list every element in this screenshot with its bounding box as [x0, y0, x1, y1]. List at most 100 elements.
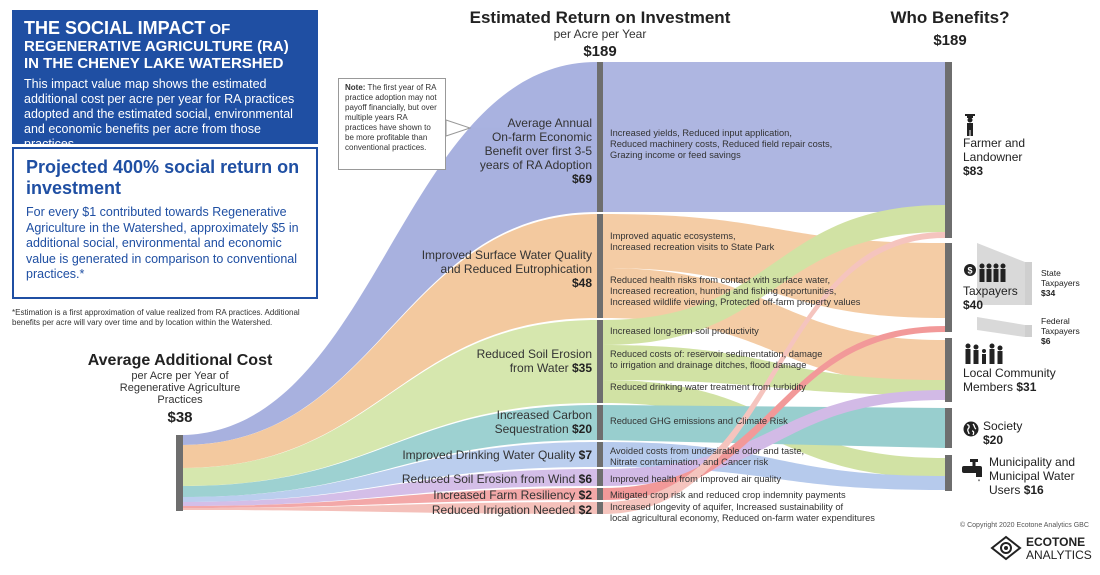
flow-onfarm-farmer: [603, 62, 945, 212]
cost-title: Average Additional Cost: [87, 352, 273, 369]
return-text: For every $1 contributed towards Regener…: [26, 205, 299, 281]
benefit-text: Increased recreation, hunting and fishin…: [610, 286, 837, 296]
roi-subtitle: per Acre per Year: [553, 27, 647, 41]
benefit-text: Increased wildlife viewing, Protected of…: [610, 297, 861, 307]
benefit-text: Grazing income or feed savings: [610, 150, 741, 160]
node-roi-surface: [597, 214, 603, 318]
category-onfarm-line3: Benefit over first 3-5: [484, 144, 592, 158]
benefits-onfarm: Increased yields, Reduced input applicat…: [610, 128, 832, 161]
category-carbon-line2: Sequestration: [494, 422, 569, 436]
benefit-text: Improved health from improved air qualit…: [610, 474, 782, 484]
benefits-soil-2: Reduced costs of: reservoir sedimentatio…: [610, 349, 822, 371]
federal-taxpayers: Federal Taxpayers $6: [1041, 316, 1080, 346]
intro-title-main: THE SOCIAL IMPACT: [24, 18, 206, 38]
category-surface-water: Improved Surface Water Quality and Reduc…: [380, 248, 592, 290]
category-onfarm-line4: years of RA Adoption: [479, 158, 592, 172]
benefit-text: Reduced machinery costs, Reduced field r…: [610, 139, 833, 149]
node-who-community: [945, 338, 952, 402]
benefit-flows: [603, 62, 945, 514]
taxpayers-icon: $: [964, 263, 1006, 282]
ecotone-logo-text: ECOTONE ANALYTICS: [1026, 536, 1092, 562]
state-taxpayers-value: $34: [1041, 288, 1056, 298]
node-who-municipal: [945, 455, 952, 491]
node-who-society: [945, 408, 952, 448]
beneficiary-taxpayers: Taxpayers $40: [963, 284, 1018, 312]
flow-irrigation-farmer: [603, 232, 945, 514]
category-soil-water-line2: from Water: [509, 361, 569, 375]
benefits-soil-1: Increased long-term soil productivity: [610, 326, 759, 337]
flow-soil-farmer: [603, 205, 945, 345]
beneficiary-taxpayers-line1: Taxpayers: [963, 284, 1018, 298]
category-irrigation-name: Reduced Irrigation Needed: [431, 503, 576, 517]
beneficiary-community-line1: Local Community: [963, 366, 1056, 380]
benefit-text: Improved aquatic ecosystems,: [610, 231, 736, 241]
category-wind-name: Reduced Soil Erosion from Wind: [401, 472, 576, 486]
category-drinking-name: Improved Drinking Water Quality: [402, 448, 576, 462]
footnote: *Estimation is a first approximation of …: [12, 308, 300, 327]
node-cost: [176, 435, 183, 511]
node-roi-soil: [597, 320, 603, 403]
federal-taxpayers-line1: Federal: [1041, 316, 1070, 326]
category-resiliency: Increased Farm Resiliency $2: [360, 488, 592, 502]
flow-cost-surface-water: [183, 214, 597, 468]
category-irrigation-value: $2: [578, 503, 592, 517]
node-who-farmer: [945, 62, 952, 238]
benefits-resiliency: Mitigated crop risk and reduced crop ind…: [610, 490, 846, 501]
return-title: Projected 400% social return on investme…: [26, 157, 300, 198]
node-roi-wind: [597, 469, 603, 486]
roi-title: Estimated Return on Investment: [469, 8, 731, 27]
category-onfarm-value: $69: [571, 172, 592, 186]
faucet-icon: [962, 459, 982, 482]
beneficiary-society-line1: Society: [983, 419, 1023, 433]
category-carbon-value: $20: [571, 422, 592, 436]
benefit-text: Increased long-term soil productivity: [610, 326, 759, 336]
beneficiary-farmer-line1: Farmer and: [963, 136, 1026, 150]
intro-box: THE SOCIAL IMPACT OF REGENERATIVE AGRICU…: [12, 10, 318, 151]
note-text: The first year of RA practice adoption m…: [345, 83, 437, 152]
category-soil-water-line1: Reduced Soil Erosion: [476, 347, 592, 361]
benefits-irrigation: Increased longevity of aquifer, Increase…: [610, 502, 875, 524]
benefits-carbon: Reduced GHG emissions and Climate Risk: [610, 416, 788, 427]
node-roi-drinking: [597, 442, 603, 467]
beneficiary-farmer: Farmer and Landowner $83: [963, 136, 1025, 178]
logo-line2: ANALYTICS: [1026, 548, 1092, 562]
benefit-text: Reduced drinking water treatment from tu…: [610, 382, 806, 392]
note-label: Note:: [345, 83, 366, 92]
node-roi-carbon: [597, 405, 603, 440]
node-roi-irrigation: [597, 502, 603, 514]
return-box: Projected 400% social return on investme…: [12, 147, 318, 299]
flow-cost-drinking: [183, 442, 597, 502]
state-taxpayers: State Taxpayers $34: [1041, 268, 1080, 298]
note-box: Note: The first year of RA practice adop…: [338, 78, 446, 170]
category-surface-water-value: $48: [571, 276, 592, 290]
flow-cost-soil-water: [183, 320, 597, 486]
copyright: © Copyright 2020 Ecotone Analytics GBC: [960, 522, 1089, 529]
node-roi-resiliency: [597, 488, 603, 500]
flow-cost-wind: [183, 469, 597, 506]
community-icon: [965, 343, 1003, 364]
intro-text: This impact value map shows the estimate…: [24, 77, 295, 151]
category-resiliency-name: Increased Farm Resiliency: [433, 488, 576, 502]
beneficiary-community-line2: Members: [963, 380, 1014, 394]
benefit-text: Avoided costs from undesirable odor and …: [610, 446, 805, 456]
benefit-text: local agricultural economy, Reduced on-f…: [610, 513, 875, 523]
benefit-text: Nitrate contamination, and Cancer risk: [610, 457, 769, 467]
category-carbon: Increased Carbon Sequestration $20: [430, 408, 592, 436]
logo-line1: ECOTONE: [1026, 535, 1086, 549]
federal-taxpayers-value: $6: [1041, 336, 1051, 346]
category-soil-water: Reduced Soil Erosion from Water $35: [430, 347, 592, 375]
flow-cost-irrigation: [183, 502, 597, 514]
beneficiary-farmer-value: $83: [963, 164, 984, 178]
category-soil-water-value: $35: [571, 361, 592, 375]
flow-resiliency-taxpayers: [603, 326, 945, 500]
intro-title-rest: OF REGENERATIVE AGRICULTURE (RA) IN THE …: [24, 21, 289, 72]
flow-carbon-society: [603, 405, 945, 448]
flow-wind-community: [603, 390, 945, 486]
node-roi-onfarm: [597, 62, 603, 212]
node-who-taxpayers: [945, 243, 952, 332]
cost-flows: [183, 62, 597, 514]
beneficiary-community: Local Community Members $31: [963, 366, 1056, 394]
beneficiary-farmer-line2: Landowner: [963, 150, 1023, 164]
ecotone-logo-icon: [990, 535, 1022, 561]
